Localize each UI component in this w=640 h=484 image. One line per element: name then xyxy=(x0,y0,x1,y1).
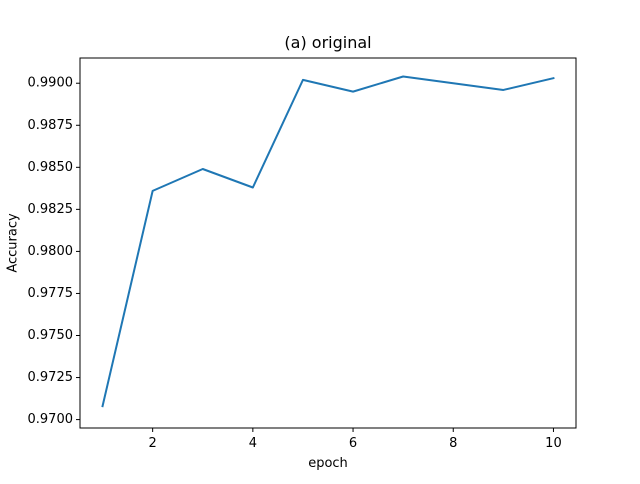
plot-layer xyxy=(101,75,555,408)
y-tick-label: 0.9775 xyxy=(28,286,74,301)
y-tick-label: 0.9875 xyxy=(28,118,74,133)
y-tick-label: 0.9750 xyxy=(28,328,74,343)
chart-title: (a) original xyxy=(284,33,371,52)
x-tick-label: 2 xyxy=(149,436,157,451)
axes-frame xyxy=(79,57,577,429)
ticks-layer: 2 4 6 8 10 0.9700 0.9725 0.9750 0.9775 0.9800 0.98… xyxy=(28,76,562,451)
y-axis-label: Accuracy xyxy=(6,213,21,273)
series-line xyxy=(101,75,555,408)
x-tick-label: 8 xyxy=(449,436,457,451)
y-tick-label: 0.9850 xyxy=(28,160,74,175)
x-tick-label: 4 xyxy=(249,436,257,451)
y-tick-label: 0.9825 xyxy=(28,202,74,217)
y-tick-label: 0.9800 xyxy=(28,244,74,259)
y-tick-label: 0.9700 xyxy=(28,412,74,427)
x-tick-label: 10 xyxy=(545,436,562,451)
x-tick-label: 6 xyxy=(349,436,357,451)
x-axis-label: epoch xyxy=(308,456,348,471)
y-tick-label: 0.9900 xyxy=(28,76,74,91)
y-tick-label: 0.9725 xyxy=(28,370,74,385)
